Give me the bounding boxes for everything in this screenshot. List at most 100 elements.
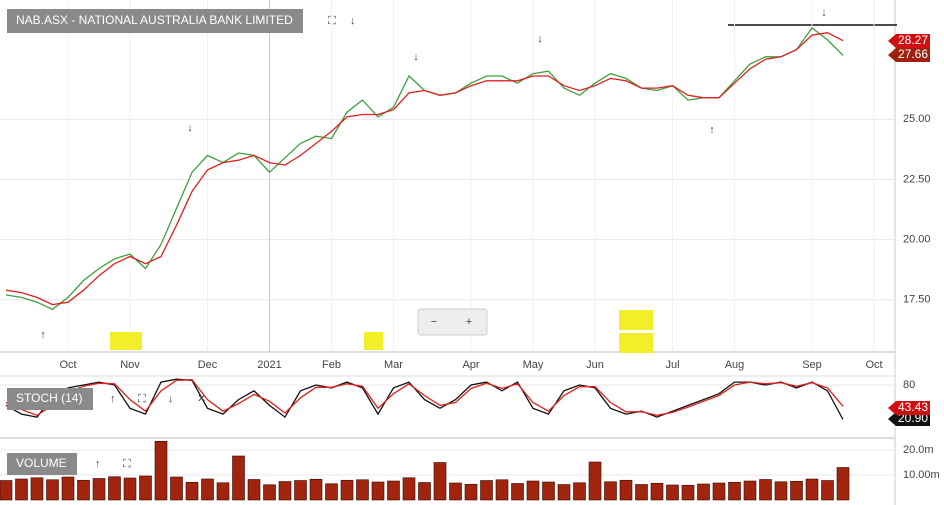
- volume-bar: [495, 479, 509, 501]
- volume-bar: [170, 476, 183, 501]
- note-icon[interactable]: [619, 333, 653, 353]
- expand-icon[interactable]: ⛶: [328, 15, 336, 27]
- volume-bar: [30, 477, 44, 501]
- expand-icon[interactable]: ⛶: [138, 393, 146, 405]
- volume-bar: [557, 484, 571, 501]
- x-tick-label: Apr: [462, 359, 479, 371]
- x-tick-label: Mar: [384, 359, 403, 371]
- volume-title: VOLUME: [16, 456, 67, 470]
- x-tick-label: Feb: [322, 359, 341, 371]
- x-tick-label: Aug: [725, 359, 745, 371]
- volume-bar: [650, 482, 664, 501]
- volume-bar: [681, 484, 695, 501]
- x-tick-label: May: [523, 359, 544, 371]
- x-tick-label: Dec: [198, 359, 218, 371]
- sell-arrow: ↓: [821, 7, 827, 19]
- chart-title: NAB.ASX - NATIONAL AUSTRALIA BANK LIMITE…: [16, 13, 293, 27]
- x-tick-label: Nov: [120, 359, 140, 371]
- zoom-out-button[interactable]: −: [431, 316, 437, 328]
- x-tick-label: Oct: [865, 359, 882, 371]
- volume-bar: [0, 480, 13, 501]
- volume-bar: [433, 462, 447, 501]
- y-tick-label: 22.50: [903, 173, 931, 185]
- volume-bar: [480, 480, 493, 501]
- volume-bar: [371, 481, 385, 501]
- y-tick-label: 17.50: [903, 294, 931, 306]
- volume-bar: [697, 483, 710, 501]
- volume-bar: [77, 479, 90, 501]
- note-icon[interactable]: [110, 332, 142, 350]
- stoch-box: [7, 388, 93, 410]
- annotations: ↑ ↑ ↓ ↓ ↓ ↓: [40, 7, 827, 353]
- x-tick-label: Jun: [586, 359, 604, 371]
- volume-bar: [139, 475, 152, 501]
- last-value-label: 28.27: [898, 33, 928, 47]
- volume-bar: [635, 484, 648, 501]
- move-down-icon[interactable]: ↓: [168, 393, 174, 405]
- zoom-control: − +: [417, 308, 488, 336]
- move-down-icon[interactable]: ↓: [153, 458, 159, 470]
- last-value-tag: [888, 34, 930, 48]
- buy-arrow: ↑: [709, 124, 715, 136]
- y-tick-label: 80: [903, 379, 915, 391]
- close-icon[interactable]: ✕: [197, 393, 206, 405]
- last-value-label: 43.43: [898, 400, 928, 414]
- volume-bar: [418, 482, 431, 501]
- volume-bar: [356, 479, 369, 501]
- volume-bar: [309, 478, 323, 501]
- y-tick-label: 10.00m: [903, 469, 940, 481]
- y-tick-label: 20.0m: [903, 444, 934, 456]
- volume-bar: [790, 480, 803, 501]
- title-box: [7, 9, 303, 33]
- volume-bar: [619, 479, 633, 501]
- volume-bar: [573, 482, 586, 501]
- zoom-in-button[interactable]: +: [466, 316, 472, 328]
- last-value-tag: [888, 401, 930, 415]
- move-down-icon[interactable]: ↓: [350, 15, 356, 27]
- sell-arrow: ↓: [413, 51, 419, 63]
- move-up-icon[interactable]: ↑: [95, 458, 101, 470]
- y-tick-label: 25.00: [903, 113, 931, 125]
- volume-bar: [263, 484, 276, 501]
- volume-bar: [387, 480, 400, 501]
- buy-arrow: ↑: [40, 329, 46, 341]
- expand-icon[interactable]: ⛶: [123, 458, 131, 470]
- stoch-title: STOCH (14): [16, 391, 82, 405]
- volume-bar: [247, 479, 261, 501]
- sell-arrow: ↓: [537, 33, 543, 45]
- volume-bar: [201, 478, 214, 501]
- volume-bar: [108, 476, 121, 501]
- volume-bar: [46, 479, 59, 501]
- volume-bar: [15, 478, 28, 501]
- x-tick-label: Oct: [59, 359, 76, 371]
- x-tick-label: Sep: [802, 359, 822, 371]
- volume-bar: [836, 467, 850, 501]
- volume-bar: [774, 481, 788, 501]
- volume-bar: [216, 482, 230, 501]
- volume-bar: [588, 461, 602, 501]
- volume-bar: [449, 482, 462, 501]
- volume-bar: [325, 483, 338, 501]
- volume-bar: [154, 440, 168, 501]
- volume-bar: [185, 481, 199, 501]
- note-icon[interactable]: [364, 332, 383, 350]
- series-line: [5, 32, 844, 306]
- volume-bar: [542, 481, 555, 501]
- volume-bar: [61, 476, 75, 501]
- volume-bar: [278, 481, 292, 501]
- note-icon[interactable]: [619, 310, 653, 330]
- series-line: [5, 379, 844, 417]
- volume-bar: [340, 479, 354, 501]
- volume-bar: [666, 484, 679, 501]
- x-tick-label: Jul: [665, 359, 679, 371]
- volume-bar: [92, 478, 106, 501]
- volume-bar: [402, 477, 416, 501]
- volume-bar: [511, 483, 524, 501]
- last-value-tag: [888, 412, 930, 426]
- last-value-label: 27.66: [898, 47, 928, 61]
- move-up-icon[interactable]: ↑: [110, 393, 116, 405]
- zoom-panel: [417, 308, 488, 336]
